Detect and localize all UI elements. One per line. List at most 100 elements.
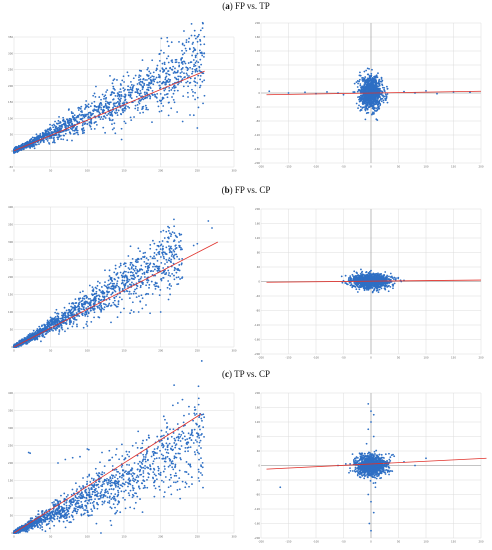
- data-point: [135, 292, 137, 295]
- data-point: [378, 288, 381, 291]
- data-point: [28, 339, 31, 342]
- data-point: [106, 287, 109, 290]
- data-point: [379, 80, 382, 83]
- data-point: [140, 264, 143, 267]
- data-point: [142, 111, 145, 114]
- data-point: [162, 229, 165, 232]
- data-point: [379, 93, 382, 96]
- data-point: [196, 36, 199, 38]
- data-point: [141, 272, 144, 275]
- data-point: [151, 75, 154, 78]
- data-point: [162, 247, 164, 250]
- data-point: [118, 266, 121, 268]
- data-point: [92, 288, 95, 291]
- data-point: [175, 247, 178, 249]
- data-point: [68, 323, 71, 326]
- data-point: [143, 276, 146, 278]
- data-point: [129, 91, 132, 94]
- data-point: [377, 291, 380, 294]
- data-point: [103, 284, 106, 287]
- data-point: [158, 110, 161, 113]
- data-point: [201, 21, 204, 24]
- data-point: [140, 95, 142, 98]
- data-point: [377, 90, 380, 93]
- data-point: [100, 306, 103, 309]
- data-point: [105, 100, 107, 103]
- data-point: [178, 244, 181, 247]
- data-point: [141, 81, 144, 84]
- data-point: [117, 97, 120, 100]
- data-point: [166, 92, 169, 95]
- data-point: [201, 54, 204, 57]
- data-point: [141, 282, 144, 284]
- data-point: [171, 61, 174, 64]
- data-point: [367, 82, 369, 84]
- data-point: [58, 333, 60, 335]
- data-point: [99, 101, 102, 104]
- data-point: [126, 278, 129, 280]
- data-point: [177, 75, 180, 78]
- data-point: [191, 67, 194, 70]
- data-point: [118, 289, 121, 292]
- data-point: [211, 227, 213, 229]
- data-point: [38, 331, 41, 334]
- data-point: [139, 112, 141, 114]
- data-point: [173, 84, 176, 87]
- data-point: [376, 90, 378, 93]
- data-point: [108, 103, 111, 106]
- data-point: [60, 138, 63, 141]
- data-point: [116, 111, 119, 114]
- data-point: [140, 258, 143, 260]
- data-point: [368, 93, 371, 96]
- data-point: [366, 108, 369, 111]
- data-point: [54, 129, 56, 132]
- data-point: [111, 292, 114, 295]
- data-point: [393, 282, 396, 285]
- x-tick-label: 50: [49, 169, 53, 173]
- data-point: [20, 148, 23, 151]
- data-point: [158, 99, 161, 102]
- data-point: [47, 138, 49, 140]
- data-point: [167, 225, 169, 228]
- data-point: [161, 240, 164, 242]
- data-point: [127, 74, 130, 77]
- data-point: [139, 90, 142, 92]
- data-point: [103, 115, 106, 118]
- data-point: [87, 115, 90, 118]
- data-point: [65, 309, 68, 312]
- data-point: [136, 91, 139, 93]
- data-point: [147, 258, 150, 261]
- data-point: [96, 109, 98, 112]
- data-point: [173, 274, 175, 277]
- data-point: [178, 246, 181, 249]
- data-point: [128, 297, 131, 299]
- data-point: [101, 290, 104, 292]
- data-point: [163, 61, 166, 64]
- data-point: [355, 102, 358, 105]
- data-point: [138, 76, 140, 79]
- data-point: [83, 131, 85, 134]
- data-point: [112, 287, 115, 290]
- data-point: [376, 103, 379, 106]
- data-point: [195, 69, 197, 72]
- data-point: [365, 104, 368, 107]
- data-point: [125, 270, 127, 273]
- data-point: [138, 278, 140, 281]
- data-point: [72, 118, 75, 121]
- data-point: [120, 97, 122, 100]
- y-tick-label: -50: [9, 165, 14, 169]
- data-point: [60, 134, 62, 137]
- data-point: [68, 117, 71, 120]
- data-point: [104, 131, 107, 134]
- data-point: [56, 312, 58, 315]
- data-point: [100, 98, 102, 101]
- data-point: [166, 261, 168, 264]
- data-point: [376, 119, 379, 121]
- data-point: [107, 108, 110, 111]
- data-point: [365, 86, 368, 88]
- data-point: [68, 302, 71, 305]
- data-point: [159, 248, 162, 251]
- data-point: [32, 329, 35, 332]
- data-point: [178, 264, 181, 266]
- data-point: [193, 49, 195, 52]
